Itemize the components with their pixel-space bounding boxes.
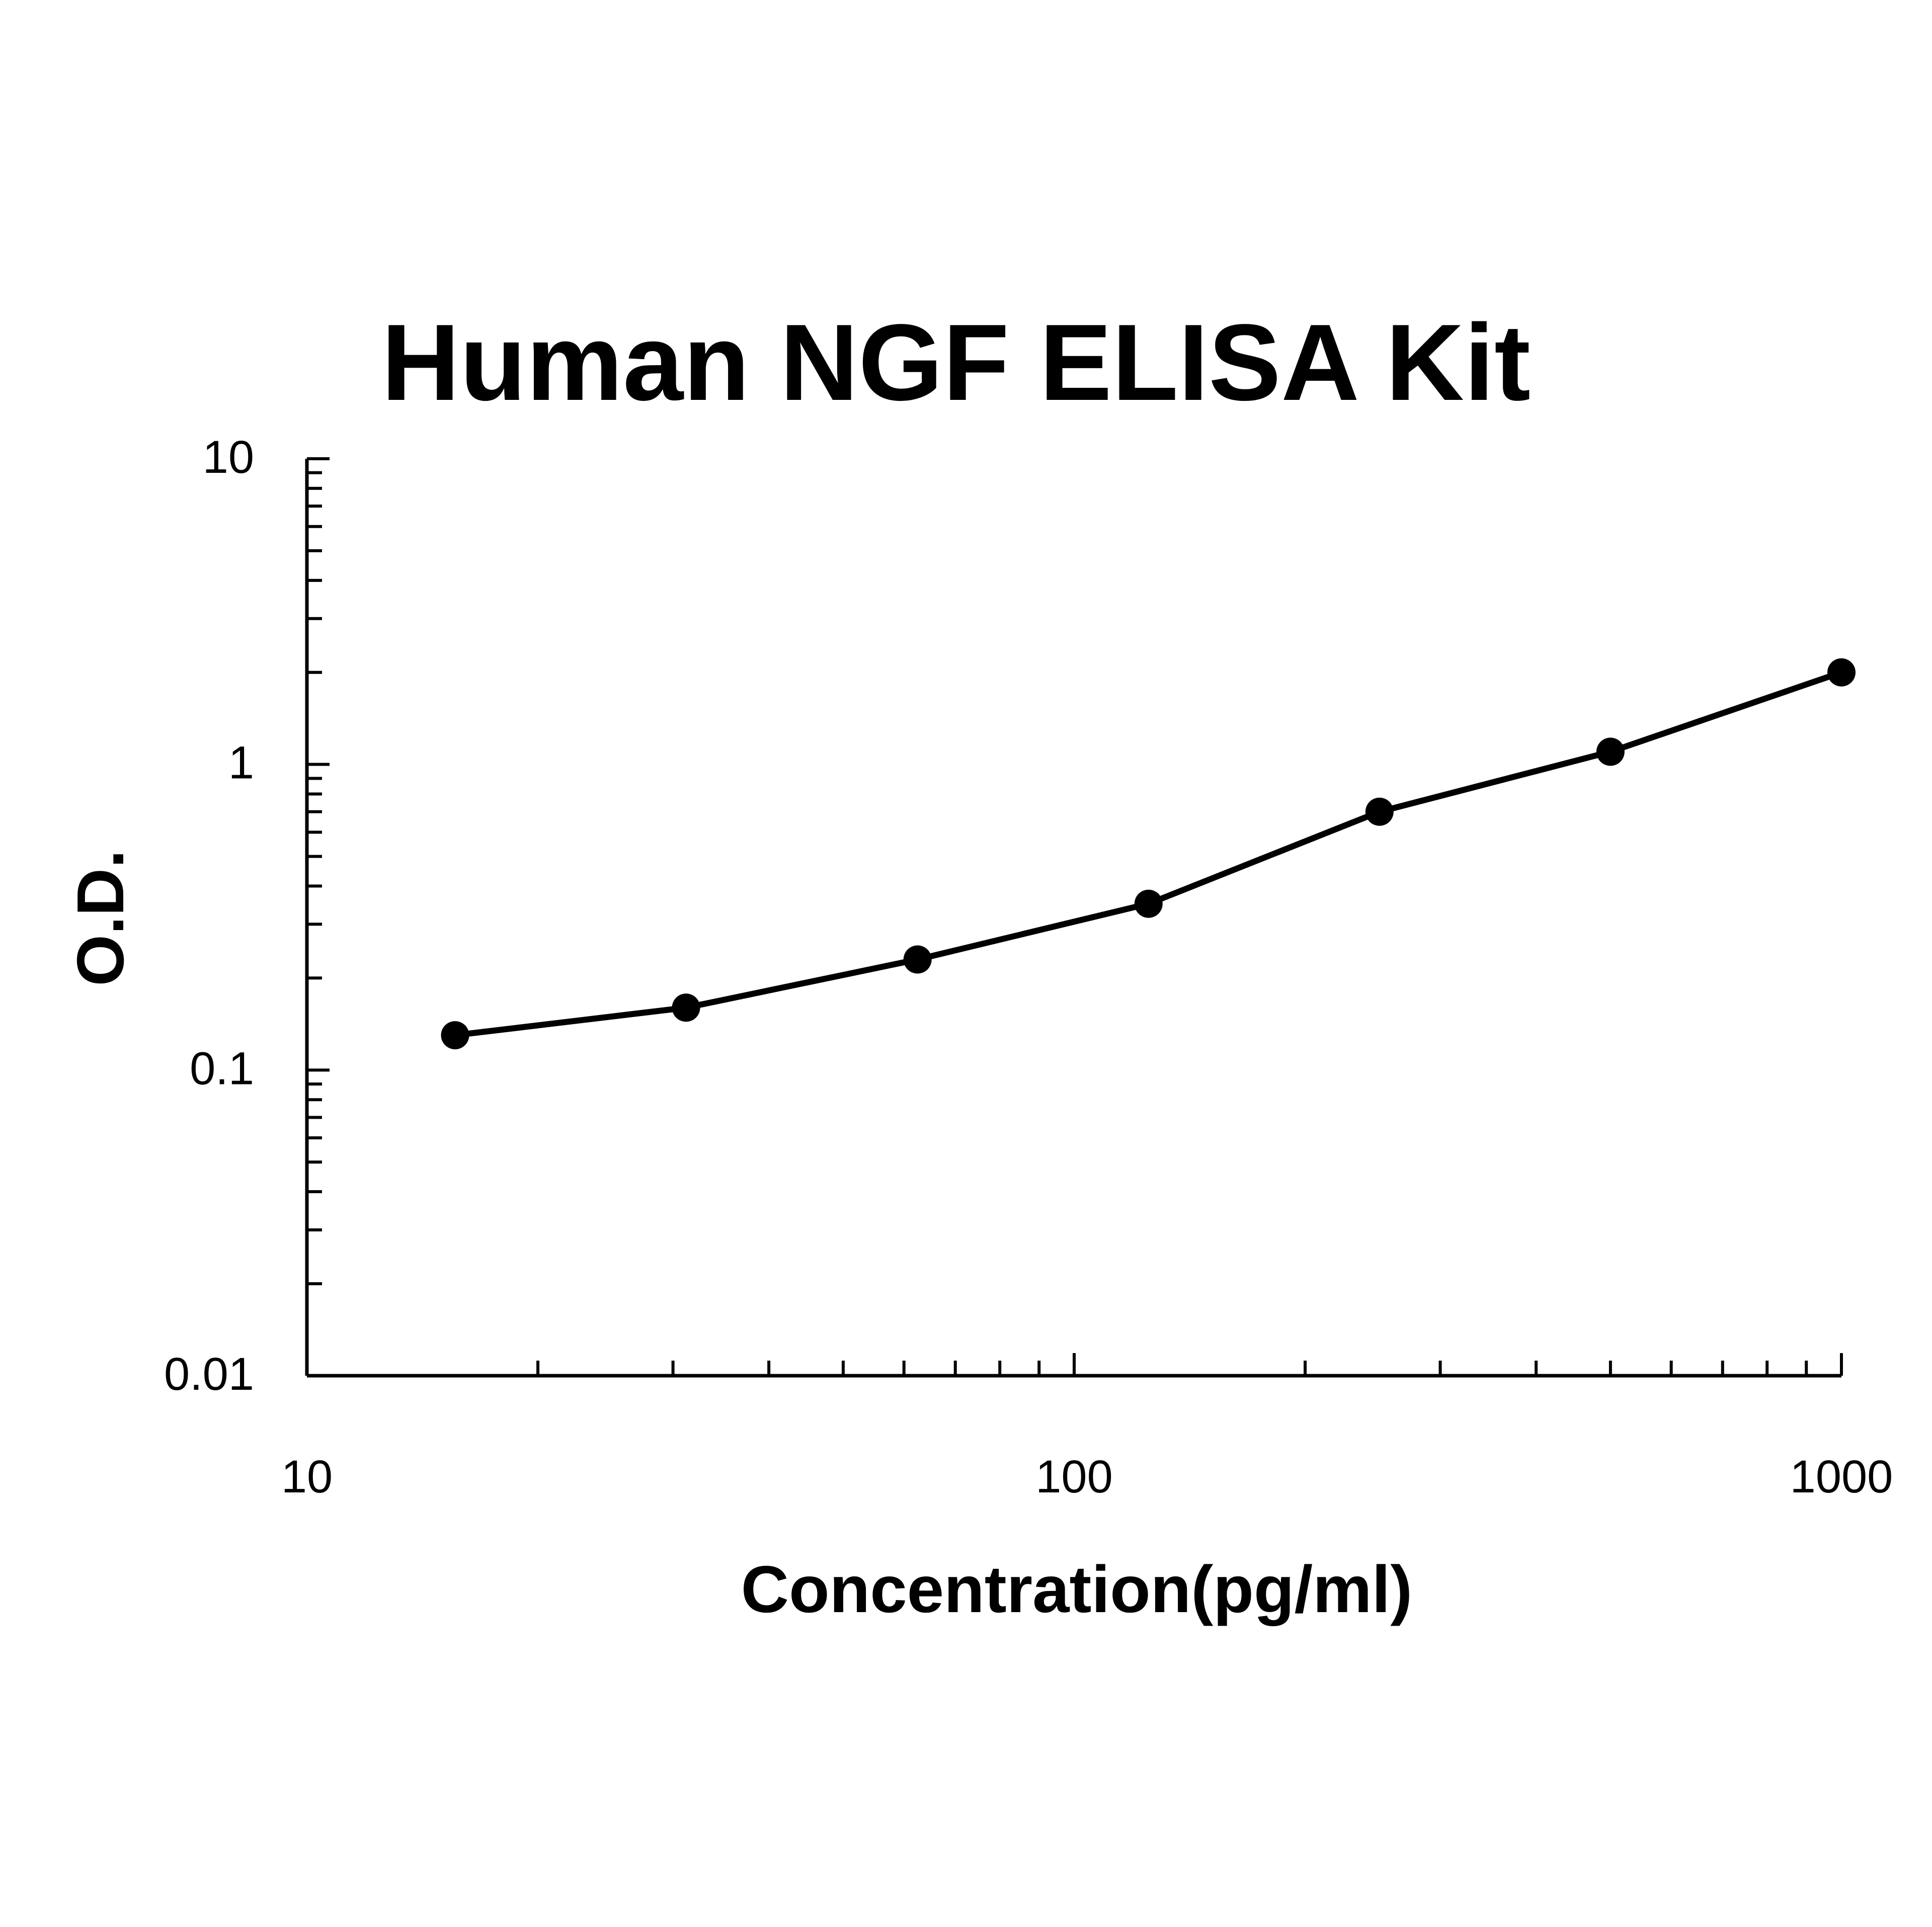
data-point: [441, 1021, 469, 1050]
y-axis-ticks: [307, 457, 330, 1377]
data-points: [441, 658, 1856, 1050]
data-point: [903, 945, 932, 974]
x-tick-label: 100: [1035, 1451, 1113, 1502]
x-axis-ticks: [305, 1353, 1843, 1376]
chart-title: Human NGF ELISA Kit: [381, 301, 1531, 423]
data-point: [1596, 737, 1625, 766]
x-tick-label: 1000: [1790, 1451, 1893, 1502]
y-axis-tick-labels: 0.01 0.1 1 10: [164, 432, 254, 1400]
x-axis-label: Concentration(pg/ml): [741, 1552, 1413, 1626]
data-point: [1827, 658, 1856, 687]
data-point: [1134, 889, 1163, 918]
y-tick-label: 1: [228, 737, 254, 789]
y-tick-label: 10: [203, 432, 254, 483]
series-line: [452, 669, 1844, 1039]
axes: [305, 459, 1841, 1378]
x-tick-label: 10: [281, 1451, 333, 1502]
x-axis-tick-labels: 10 100 1000: [281, 1451, 1893, 1502]
data-point: [1365, 797, 1394, 826]
y-tick-label: 0.01: [164, 1349, 254, 1400]
y-axis-label: O.D.: [63, 850, 137, 986]
y-tick-label: 0.1: [190, 1043, 254, 1094]
data-point: [672, 993, 700, 1022]
